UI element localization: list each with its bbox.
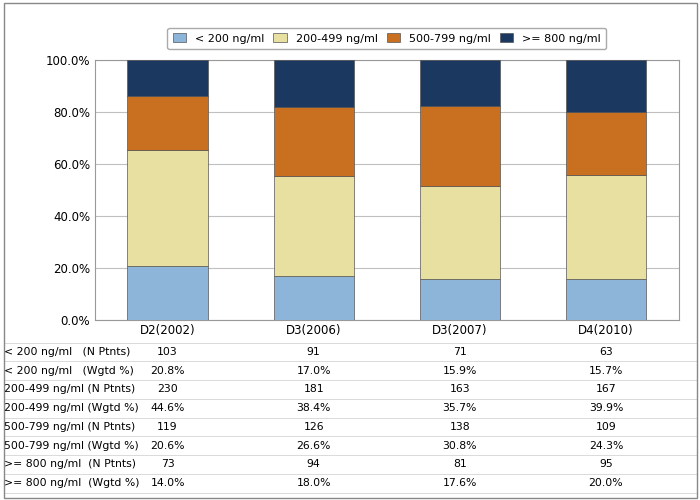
Bar (566, 176, 646, 279)
Bar (274, 60, 354, 107)
Bar (419, 106, 500, 186)
Bar (566, 279, 646, 320)
Bar (566, 60, 646, 112)
Text: 200-499 ng/ml (N Ptnts): 200-499 ng/ml (N Ptnts) (4, 384, 134, 394)
Text: 14.0%: 14.0% (150, 478, 185, 488)
Bar (274, 176, 354, 276)
Text: 73: 73 (161, 460, 174, 469)
Text: 138: 138 (449, 422, 470, 432)
Text: 44.6%: 44.6% (150, 403, 185, 413)
Text: < 200 ng/ml   (Wgtd %): < 200 ng/ml (Wgtd %) (4, 366, 134, 376)
Text: 200-499 ng/ml (Wgtd %): 200-499 ng/ml (Wgtd %) (4, 403, 139, 413)
Text: 20.0%: 20.0% (589, 478, 623, 488)
Text: 63: 63 (599, 347, 612, 357)
Bar (274, 107, 354, 176)
Text: >= 800 ng/ml  (N Ptnts): >= 800 ng/ml (N Ptnts) (4, 460, 136, 469)
Text: 500-799 ng/ml (N Ptnts): 500-799 ng/ml (N Ptnts) (4, 422, 134, 432)
Text: 230: 230 (158, 384, 178, 394)
Text: 26.6%: 26.6% (297, 440, 331, 450)
Bar (419, 186, 500, 278)
Text: < 200 ng/ml   (N Ptnts): < 200 ng/ml (N Ptnts) (4, 347, 130, 357)
Text: 500-799 ng/ml (Wgtd %): 500-799 ng/ml (Wgtd %) (4, 440, 139, 450)
Text: 15.9%: 15.9% (442, 366, 477, 376)
Text: 17.0%: 17.0% (296, 366, 331, 376)
Text: 35.7%: 35.7% (442, 403, 477, 413)
Text: 20.6%: 20.6% (150, 440, 185, 450)
Text: 39.9%: 39.9% (589, 403, 623, 413)
Text: 71: 71 (453, 347, 467, 357)
Text: 30.8%: 30.8% (442, 440, 477, 450)
Bar (419, 60, 500, 106)
Text: 38.4%: 38.4% (297, 403, 331, 413)
Text: 109: 109 (596, 422, 616, 432)
Text: 103: 103 (158, 347, 178, 357)
Text: 126: 126 (303, 422, 324, 432)
Bar (419, 278, 500, 320)
Bar (127, 150, 208, 266)
Text: 15.7%: 15.7% (589, 366, 623, 376)
Text: 20.8%: 20.8% (150, 366, 185, 376)
Text: 91: 91 (307, 347, 321, 357)
Legend: < 200 ng/ml, 200-499 ng/ml, 500-799 ng/ml, >= 800 ng/ml: < 200 ng/ml, 200-499 ng/ml, 500-799 ng/m… (167, 28, 606, 49)
Text: 18.0%: 18.0% (296, 478, 331, 488)
Bar (274, 276, 354, 320)
Text: 167: 167 (596, 384, 616, 394)
Text: 81: 81 (453, 460, 467, 469)
Text: 94: 94 (307, 460, 321, 469)
Bar (127, 60, 208, 96)
Text: 95: 95 (599, 460, 612, 469)
Bar (566, 112, 646, 176)
Text: 181: 181 (303, 384, 324, 394)
Text: >= 800 ng/ml  (Wgtd %): >= 800 ng/ml (Wgtd %) (4, 478, 139, 488)
Text: 163: 163 (449, 384, 470, 394)
Text: 24.3%: 24.3% (589, 440, 623, 450)
Bar (127, 96, 208, 150)
Text: 119: 119 (158, 422, 178, 432)
Text: 17.6%: 17.6% (442, 478, 477, 488)
Bar (127, 266, 208, 320)
